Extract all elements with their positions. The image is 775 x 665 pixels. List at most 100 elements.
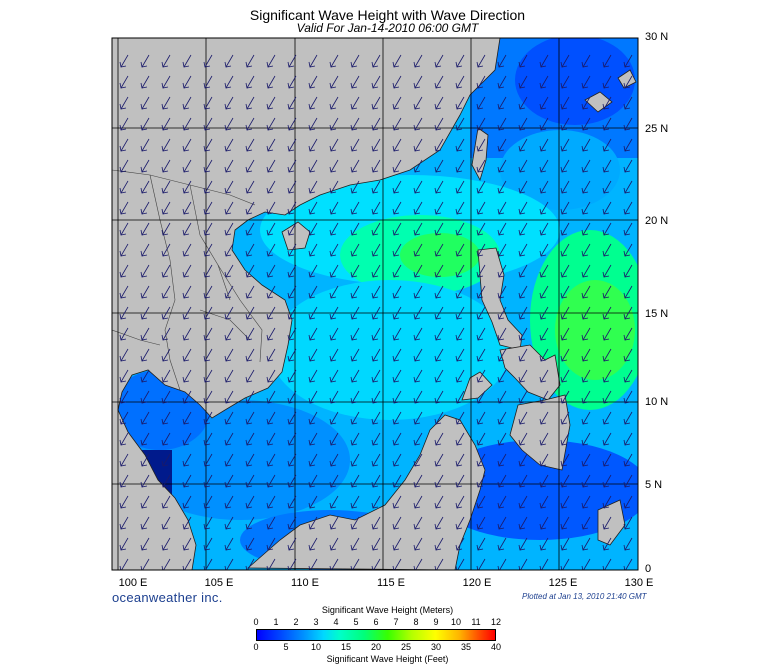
- wave-arrow: [204, 537, 213, 551]
- wave-arrow-head: [371, 187, 379, 194]
- wave-arrow-head: [413, 208, 421, 215]
- wave-arrow-head: [539, 313, 547, 320]
- wave-arrow-head: [245, 355, 253, 362]
- wave-arrow-head: [350, 124, 358, 131]
- wave-arrow: [393, 474, 402, 488]
- wave-arrow-head: [434, 523, 442, 530]
- wave-arrow-head: [539, 334, 547, 341]
- colorbar-title-feet: Significant Wave Height (Feet): [326, 654, 449, 664]
- wave-arrow: [582, 159, 591, 173]
- wave-arrow: [603, 138, 612, 152]
- wave-arrow-head: [161, 313, 169, 320]
- wave-arrow-head: [245, 460, 253, 467]
- wave-arrow: [141, 369, 150, 383]
- wave-arrow: [561, 348, 570, 362]
- wave-arrow-head: [560, 103, 568, 110]
- wave-arrow-head: [140, 397, 148, 404]
- wave-arrow-head: [140, 82, 148, 89]
- wave-arrow: [330, 222, 339, 236]
- wave-arrow: [435, 495, 444, 509]
- wave-arrow: [603, 96, 612, 110]
- wave-arrow: [435, 453, 444, 467]
- wave-arrow: [246, 306, 255, 320]
- wave-arrow: [582, 285, 591, 299]
- wave-arrow-head: [287, 250, 295, 257]
- wave-arrow: [603, 516, 612, 530]
- wave-arrow: [456, 243, 465, 257]
- wave-arrow: [372, 453, 381, 467]
- wave-arrow-head: [602, 124, 610, 131]
- wave-arrow-head: [182, 61, 190, 68]
- wave-arrow-head: [308, 208, 316, 215]
- wave-arrow-head: [560, 292, 568, 299]
- wave-arrow-head: [539, 271, 547, 278]
- wave-arrow: [456, 201, 465, 215]
- wave-arrow: [435, 327, 444, 341]
- wave-arrow-head: [434, 292, 442, 299]
- wave-arrow: [477, 537, 486, 551]
- wave-arrow: [330, 474, 339, 488]
- wave-arrow-head: [182, 481, 190, 488]
- wave-arrow: [477, 222, 486, 236]
- wave-arrow: [372, 411, 381, 425]
- wave-arrow-head: [203, 376, 211, 383]
- wave-arrow: [582, 516, 591, 530]
- wave-arrow: [540, 453, 549, 467]
- wave-arrow-head: [581, 397, 589, 404]
- wave-arrow-head: [161, 355, 169, 362]
- ryukyu-islands: [584, 69, 637, 113]
- wave-arrow-head: [140, 502, 148, 509]
- wave-arrow: [183, 516, 192, 530]
- wave-arrow: [246, 96, 255, 110]
- wave-arrow: [456, 411, 465, 425]
- wave-direction-arrows: [119, 54, 633, 570]
- wave-arrow: [162, 264, 171, 278]
- wave-arrow-head: [560, 565, 567, 570]
- wave-arrow: [267, 96, 276, 110]
- wave-arrow-head: [392, 103, 400, 110]
- wave-arrow: [351, 96, 360, 110]
- wave-arrow: [309, 222, 318, 236]
- wave-arrow-head: [287, 145, 295, 152]
- wave-arrow-head: [161, 565, 168, 570]
- wave-arrow: [162, 75, 171, 89]
- wave-arrow-head: [623, 313, 631, 320]
- wave-arrow-head: [161, 544, 169, 551]
- wave-arrow-head: [350, 334, 358, 341]
- wave-arrow-head: [287, 565, 294, 570]
- wave-arrow: [603, 495, 612, 509]
- wave-arrow: [477, 348, 486, 362]
- wave-arrow-head: [329, 439, 337, 446]
- wave-arrow: [246, 495, 255, 509]
- wave-arrow-head: [287, 544, 295, 551]
- wave-arrow: [477, 201, 486, 215]
- wave-arrow-head: [329, 565, 336, 570]
- wave-arrow: [372, 474, 381, 488]
- wave-arrow: [540, 222, 549, 236]
- wave-arrow-head: [413, 502, 421, 509]
- wave-arrow: [225, 369, 234, 383]
- wave-arrow: [498, 474, 507, 488]
- wave-arrow: [246, 159, 255, 173]
- wave-arrow: [120, 138, 129, 152]
- wave-arrow-head: [203, 229, 211, 236]
- wave-arrow-head: [350, 355, 358, 362]
- colorbar-meter-tick: 0: [253, 617, 259, 627]
- wave-arrow-head: [455, 208, 463, 215]
- wave-arrow: [435, 201, 444, 215]
- philippines-central: [499, 344, 561, 401]
- wave-arrow: [456, 369, 465, 383]
- wave-arrow-head: [161, 187, 169, 194]
- wave-arrow-head: [581, 229, 589, 236]
- wave-arrow: [393, 516, 402, 530]
- wave-arrow-head: [140, 523, 148, 530]
- wave-arrow: [267, 453, 276, 467]
- wave-arrow: [246, 537, 255, 551]
- wave-arrow: [330, 96, 339, 110]
- wave-arrow: [288, 201, 297, 215]
- wave-arrow: [120, 411, 129, 425]
- wave-arrow: [624, 201, 633, 215]
- wave-arrow-head: [602, 292, 610, 299]
- wave-arrow: [162, 117, 171, 131]
- wave-arrow: [225, 180, 234, 194]
